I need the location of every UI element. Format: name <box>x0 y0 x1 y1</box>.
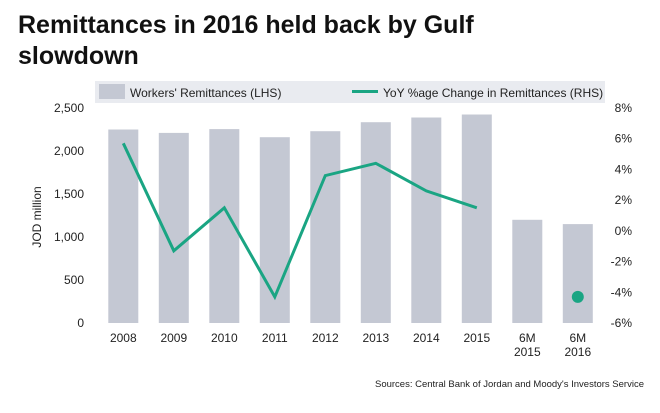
y-axis-left-ticks: 0 500 1,000 1,500 2,000 2,500 <box>54 101 84 330</box>
y-left-tick-label: 1,000 <box>54 230 84 244</box>
x-tick-label: 2013 <box>362 331 389 345</box>
y-left-tick-label: 2,500 <box>54 101 84 115</box>
legend-swatch-bars <box>99 84 125 99</box>
y-left-tick-label: 500 <box>64 273 84 287</box>
legend: Workers' Remittances (LHS) YoY %age Chan… <box>99 84 603 100</box>
x-tick-label: 2011 <box>262 331 288 345</box>
bar-2008 <box>108 129 139 323</box>
yoy-change-marker-6m-2016 <box>571 290 584 303</box>
line-series <box>121 142 584 303</box>
y-right-tick-label: -6% <box>611 316 633 330</box>
chart-title: Remittances in 2016 held back by Gulf sl… <box>18 11 474 70</box>
x-tick-label: 2012 <box>312 331 339 345</box>
y-right-tick-label: -4% <box>611 285 633 299</box>
legend-label-bars: Workers' Remittances (LHS) <box>130 86 281 100</box>
bar-2012 <box>310 131 341 323</box>
y-left-tick-label: 0 <box>77 316 84 330</box>
y-left-tick-label: 1,500 <box>54 187 84 201</box>
bar-series <box>108 114 593 323</box>
x-tick-label: 2015 <box>514 345 541 359</box>
x-tick-label: 6M <box>569 331 586 345</box>
bar-6m-2016 <box>562 224 593 323</box>
x-tick-label: 2015 <box>463 331 490 345</box>
bar-2014 <box>411 117 442 323</box>
x-tick-label: 6M <box>519 331 536 345</box>
y-right-tick-label: 4% <box>615 162 633 176</box>
y-axis-title: JOD million <box>30 186 44 247</box>
bar-6m-2015 <box>512 219 543 323</box>
y-axis-right-ticks: -6% -4% -2% 0% 2% 4% 6% 8% <box>611 101 633 330</box>
legend-label-line: YoY %age Change in Remittances (RHS) <box>383 86 603 100</box>
y-left-tick-label: 2,000 <box>54 144 84 158</box>
x-axis-ticks: 2008 2009 2010 2011 2012 2013 2014 2015 6M20156M… <box>110 331 592 359</box>
yoy-change-line <box>121 142 478 301</box>
y-right-tick-label: 0% <box>615 224 633 238</box>
x-tick-label: 2008 <box>110 331 137 345</box>
x-tick-label: 2010 <box>211 331 238 345</box>
y-right-tick-label: -2% <box>611 255 633 269</box>
y-right-tick-label: 6% <box>615 132 633 146</box>
y-right-tick-label: 2% <box>615 193 633 207</box>
bar-2013 <box>360 122 391 323</box>
source-note: Sources: Central Bank of Jordan and Mood… <box>374 379 644 390</box>
y-right-tick-label: 8% <box>615 101 633 115</box>
bar-2011 <box>259 137 290 323</box>
x-tick-label: 2009 <box>160 331 187 345</box>
x-tick-label: 2014 <box>413 331 440 345</box>
bar-2015 <box>461 114 492 323</box>
legend-background <box>95 81 605 103</box>
x-tick-label: 2016 <box>564 345 591 359</box>
